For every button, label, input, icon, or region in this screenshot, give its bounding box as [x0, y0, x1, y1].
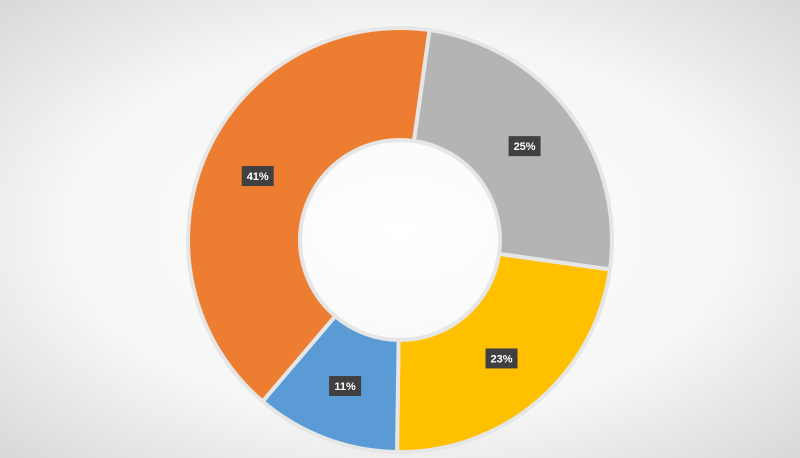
label-box [241, 166, 274, 187]
label-box [329, 376, 362, 397]
donut-slice [186, 26, 432, 404]
label-box [508, 136, 541, 157]
label-box [485, 348, 518, 369]
data-label: 11% [334, 381, 356, 393]
data-label: 25% [514, 141, 536, 153]
data-label: 41% [247, 171, 269, 183]
data-label: 23% [491, 353, 513, 365]
